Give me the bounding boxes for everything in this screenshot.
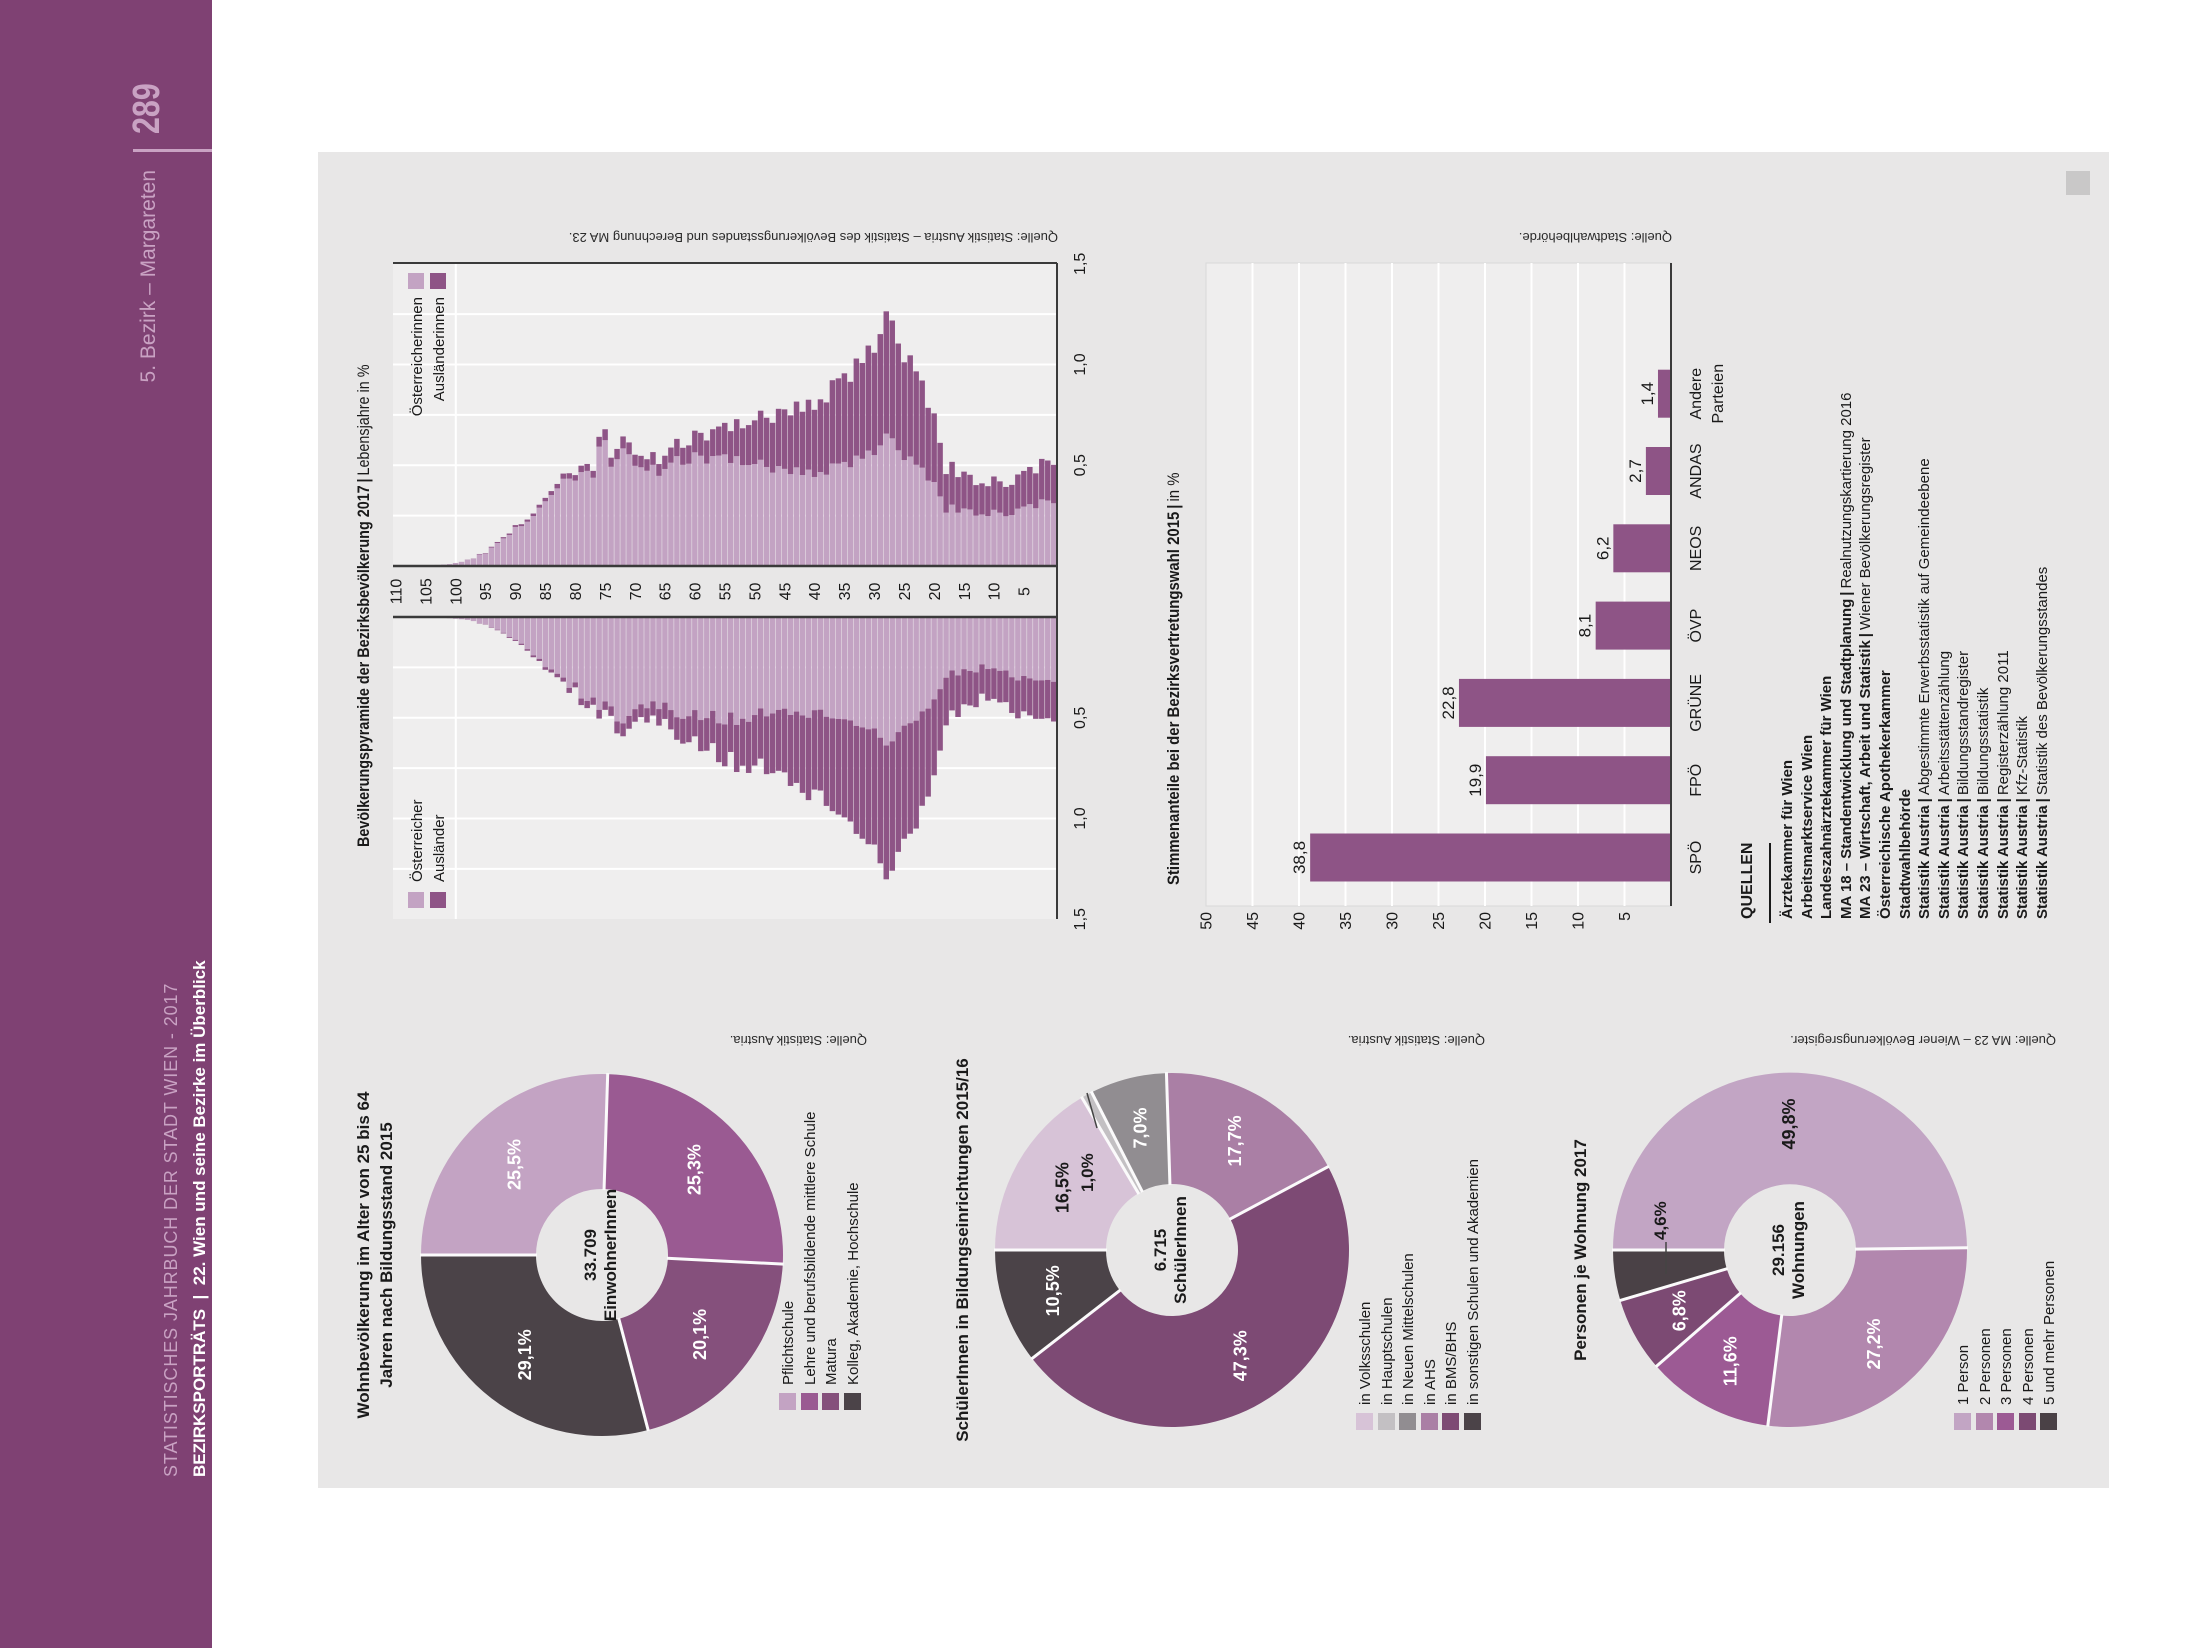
svg-text:15: 15 (957, 583, 974, 601)
svg-text:30: 30 (1385, 912, 1402, 930)
svg-text:10,5%: 10,5% (1043, 1265, 1063, 1316)
svg-text:GRÜNE: GRÜNE (1687, 674, 1705, 732)
svg-text:NEOS: NEOS (1688, 526, 1705, 571)
svg-text:ANDAS: ANDAS (1688, 443, 1705, 498)
svg-text:70: 70 (628, 583, 645, 601)
svg-text:2,7: 2,7 (1626, 459, 1645, 483)
svg-text:55: 55 (718, 583, 735, 601)
svg-text:19,9: 19,9 (1466, 764, 1485, 797)
svg-text:16,5%: 16,5% (1053, 1162, 1073, 1213)
svg-text:38,8: 38,8 (1290, 841, 1309, 874)
svg-text:17,7%: 17,7% (1225, 1115, 1245, 1166)
svg-text:10: 10 (987, 583, 1004, 601)
svg-text:35: 35 (837, 583, 854, 601)
svg-text:Quelle: MA 23 – Wiener Bevölke: Quelle: MA 23 – Wiener Bevölkerungsregis… (1790, 1033, 2056, 1048)
svg-text:1,0: 1,0 (1072, 353, 1089, 375)
svg-text:ÖVP: ÖVP (1687, 609, 1705, 643)
svg-text:75: 75 (598, 583, 615, 601)
svg-text:Andere: Andere (1688, 368, 1705, 420)
svg-text:110: 110 (389, 579, 406, 605)
svg-text:25: 25 (897, 583, 914, 601)
svg-text:100: 100 (448, 578, 465, 605)
svg-text:7,0%: 7,0% (1131, 1107, 1151, 1148)
svg-text:5: 5 (1017, 587, 1034, 596)
svg-text:25: 25 (1431, 912, 1448, 930)
svg-text:6,8%: 6,8% (1670, 1290, 1690, 1331)
svg-text:0,5: 0,5 (1072, 707, 1089, 729)
svg-text:27,2%: 27,2% (1864, 1318, 1884, 1369)
svg-text:FPÖ: FPÖ (1687, 764, 1705, 797)
svg-text:0,5: 0,5 (1072, 454, 1089, 476)
svg-text:85: 85 (538, 583, 555, 601)
svg-text:1,5: 1,5 (1072, 253, 1089, 275)
svg-text:1,0: 1,0 (1072, 807, 1089, 829)
svg-text:8,1: 8,1 (1576, 614, 1595, 638)
svg-text:47,3%: 47,3% (1231, 1330, 1251, 1381)
svg-text:105: 105 (418, 578, 435, 605)
svg-text:Quelle: Statistik Austria – St: Quelle: Statistik Austria – Statistik de… (569, 230, 1058, 245)
svg-text:40: 40 (807, 583, 824, 601)
svg-text:10: 10 (1571, 912, 1588, 930)
svg-text:29,1%: 29,1% (515, 1329, 535, 1380)
svg-text:20: 20 (927, 583, 944, 601)
svg-text:20: 20 (1478, 912, 1495, 930)
svg-text:30: 30 (867, 583, 884, 601)
svg-text:6,2: 6,2 (1593, 536, 1612, 560)
svg-text:60: 60 (688, 583, 705, 601)
svg-text:25,3%: 25,3% (685, 1144, 705, 1195)
svg-text:1,5: 1,5 (1072, 908, 1089, 930)
svg-text:49,8%: 49,8% (1779, 1098, 1799, 1149)
svg-text:SPÖ: SPÖ (1687, 841, 1705, 875)
svg-text:11,6%: 11,6% (1721, 1336, 1741, 1386)
svg-text:1,4: 1,4 (1638, 382, 1657, 406)
svg-text:45: 45 (1245, 912, 1262, 930)
svg-text:15: 15 (1524, 912, 1541, 930)
svg-text:Quelle: Statistik Austria.: Quelle: Statistik Austria. (1348, 1033, 1485, 1048)
svg-text:20,1%: 20,1% (690, 1309, 710, 1360)
svg-text:Parteien: Parteien (1710, 364, 1727, 424)
svg-text:Quelle: Statistik Austria.: Quelle: Statistik Austria. (730, 1033, 867, 1048)
svg-text:Quelle: Stadtwahlbehörde.: Quelle: Stadtwahlbehörde. (1519, 230, 1672, 245)
svg-text:40: 40 (1292, 912, 1309, 930)
svg-text:5: 5 (1617, 912, 1634, 921)
svg-text:95: 95 (478, 583, 495, 601)
svg-text:80: 80 (568, 583, 585, 601)
svg-text:50: 50 (747, 583, 764, 601)
svg-text:35: 35 (1338, 912, 1355, 930)
svg-text:50: 50 (1199, 912, 1216, 930)
svg-text:65: 65 (658, 583, 675, 601)
svg-text:22,8: 22,8 (1439, 686, 1458, 719)
svg-text:45: 45 (777, 583, 794, 601)
svg-text:25,5%: 25,5% (504, 1139, 524, 1190)
svg-text:90: 90 (508, 583, 525, 601)
